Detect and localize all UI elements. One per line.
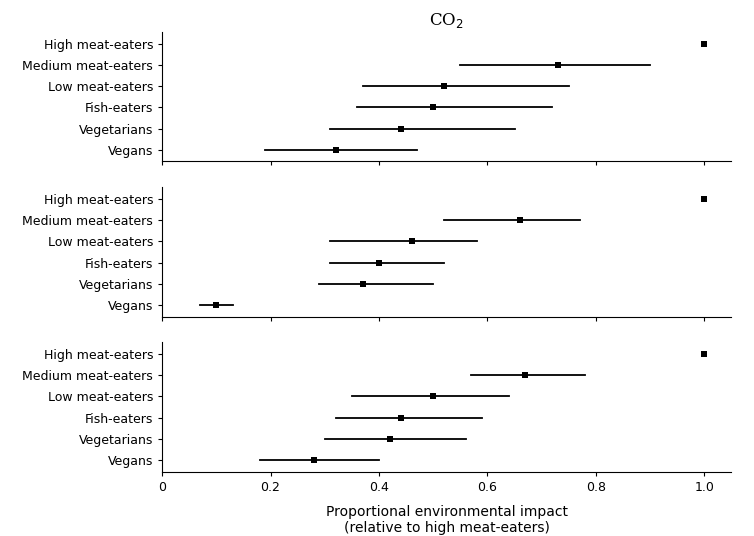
Text: N$_2$O: N$_2$O (428, 325, 465, 344)
Text: CH$_4$: CH$_4$ (429, 170, 464, 189)
X-axis label: Proportional environmental impact
(relative to high meat-eaters): Proportional environmental impact (relat… (326, 505, 568, 535)
Title: CO$_2$: CO$_2$ (429, 11, 464, 30)
